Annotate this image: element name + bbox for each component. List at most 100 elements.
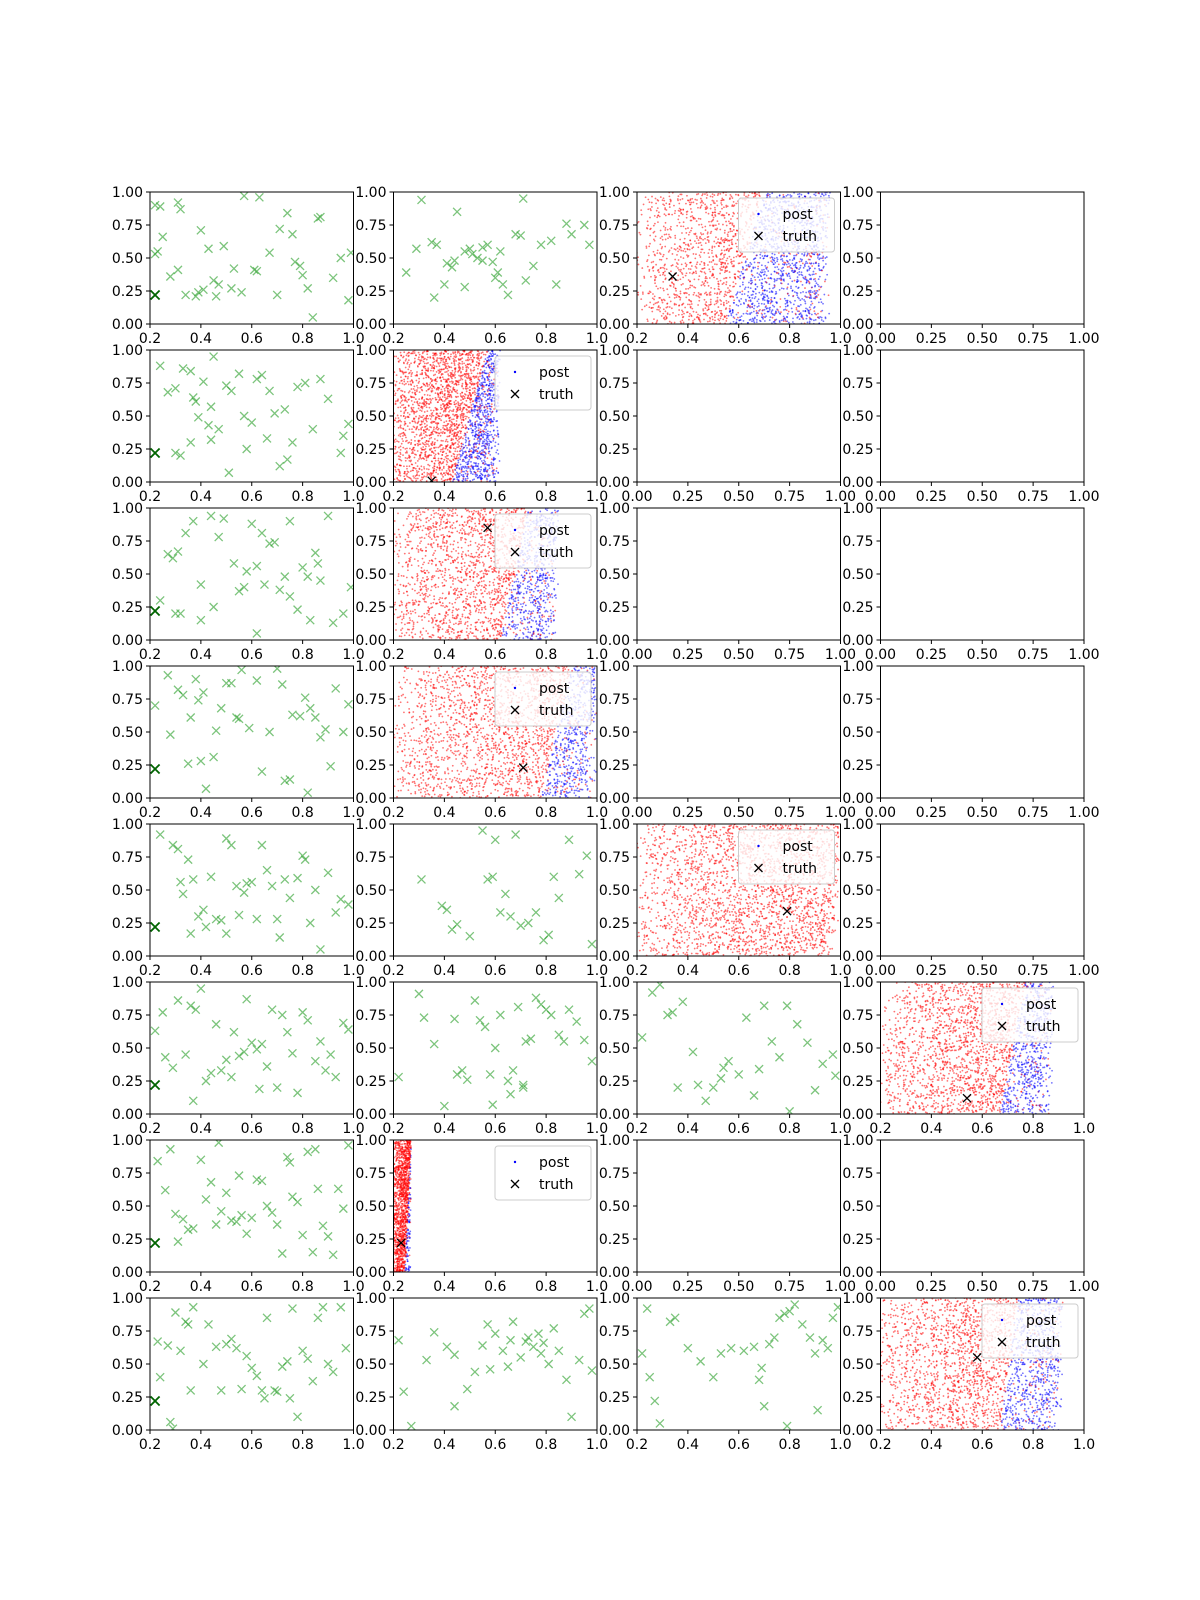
posterior-sample [711, 195, 714, 198]
posterior-sample [708, 320, 711, 323]
posterior-sample [664, 263, 666, 266]
posterior-sample [677, 218, 680, 221]
posterior-sample [447, 406, 450, 409]
x-tick-label: 0.2 [626, 331, 648, 347]
posterior-sample [732, 260, 735, 263]
posterior-sample [687, 287, 690, 290]
posterior-sample [704, 272, 707, 275]
posterior-sample [446, 435, 449, 438]
posterior-sample [475, 426, 478, 429]
posterior-sample [461, 362, 464, 365]
posterior-sample [396, 389, 399, 392]
posterior-sample [727, 231, 730, 234]
data-point [411, 244, 421, 254]
posterior-sample [641, 291, 644, 294]
posterior-sample [631, 293, 633, 295]
posterior-sample [756, 193, 758, 196]
posterior-sample [432, 414, 435, 417]
posterior-sample [460, 374, 462, 377]
posterior-sample [413, 361, 416, 364]
posterior-sample [680, 322, 682, 324]
posterior-sample [475, 398, 478, 401]
posterior-sample [799, 258, 802, 260]
y-tick-label: 1.00 [842, 185, 873, 201]
posterior-sample [803, 263, 806, 266]
posterior-sample [446, 444, 449, 446]
posterior-sample [450, 455, 453, 457]
posterior-sample [713, 194, 716, 196]
data-point [511, 229, 521, 239]
posterior-sample [738, 319, 741, 322]
posterior-sample [424, 357, 426, 360]
posterior-sample [691, 307, 694, 310]
posterior-sample [667, 237, 669, 240]
posterior-sample [735, 318, 738, 321]
posterior-sample [760, 282, 763, 284]
posterior-sample [447, 387, 449, 390]
posterior-sample [484, 420, 487, 423]
posterior-sample [464, 479, 467, 482]
legend-truth-label: truth [783, 229, 817, 245]
posterior-sample [749, 279, 752, 282]
posterior-sample [708, 277, 711, 279]
posterior-sample [708, 261, 711, 263]
posterior-sample [753, 304, 756, 307]
posterior-sample [430, 384, 433, 387]
x-tick-label: 0.8 [291, 331, 313, 347]
posterior-sample [428, 445, 430, 447]
posterior-sample [707, 308, 710, 311]
posterior-sample [406, 457, 409, 460]
posterior-sample [803, 298, 805, 301]
posterior-sample [781, 260, 784, 262]
posterior-sample [404, 429, 407, 432]
posterior-sample [464, 465, 467, 468]
x-tick-label: 0.50 [967, 331, 998, 347]
posterior-sample [757, 302, 760, 305]
posterior-sample [478, 437, 481, 440]
posterior-sample [717, 318, 720, 321]
y-tick-label: 0.75 [842, 218, 873, 234]
posterior-sample [655, 209, 658, 212]
posterior-sample [735, 293, 738, 296]
posterior-sample [470, 406, 473, 409]
posterior-sample [647, 292, 650, 295]
posterior-sample [725, 212, 728, 214]
posterior-sample [398, 470, 401, 473]
posterior-sample [410, 369, 412, 372]
posterior-sample [700, 237, 703, 240]
posterior-sample [634, 236, 636, 238]
posterior-sample [441, 376, 444, 379]
posterior-sample [727, 220, 730, 223]
posterior-sample [801, 297, 804, 300]
posterior-sample [463, 362, 465, 365]
posterior-sample [637, 263, 640, 266]
posterior-sample [410, 407, 413, 410]
posterior-sample [686, 255, 689, 258]
posterior-sample [492, 438, 495, 440]
posterior-sample [462, 451, 464, 453]
posterior-sample [705, 205, 708, 208]
posterior-sample [468, 382, 471, 384]
posterior-sample [460, 414, 463, 417]
data-point [439, 279, 449, 289]
posterior-sample [446, 428, 449, 430]
posterior-sample [811, 302, 814, 305]
posterior-sample [796, 310, 799, 313]
posterior-sample [679, 296, 682, 299]
posterior-sample [640, 298, 643, 301]
legend-post-marker [757, 212, 760, 216]
posterior-sample [786, 299, 789, 302]
posterior-sample [827, 194, 830, 197]
posterior-sample [827, 294, 830, 297]
posterior-sample [711, 211, 714, 214]
posterior-sample [437, 452, 440, 455]
posterior-sample [477, 440, 479, 442]
posterior-sample [464, 415, 466, 418]
posterior-sample [691, 197, 694, 200]
posterior-sample [387, 414, 389, 416]
posterior-sample [665, 268, 668, 271]
posterior-sample [720, 269, 722, 271]
posterior-sample [458, 404, 461, 407]
data-point [495, 246, 505, 256]
posterior-sample [764, 254, 766, 257]
